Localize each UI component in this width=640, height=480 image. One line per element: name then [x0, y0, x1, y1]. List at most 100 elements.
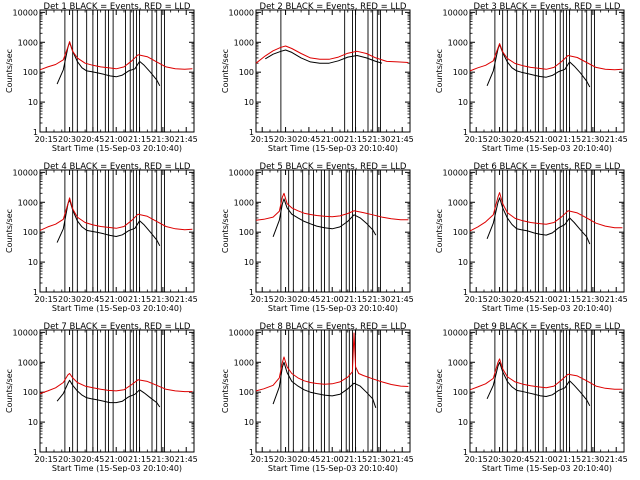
y-tick-label: 1000: [234, 358, 254, 367]
x-tick-label: 21:00: [321, 455, 344, 464]
y-tick-label: 10: [28, 258, 38, 267]
y-tick-label: 100: [453, 388, 468, 397]
panel-title: Det 3 BLACK = Events, RED = LLD: [474, 2, 621, 12]
x-tick-label: 20:45: [511, 455, 534, 464]
y-tick-label: 1: [249, 128, 254, 137]
y-tick-label: 1: [463, 128, 468, 137]
x-tick-label: 20:15: [465, 295, 488, 304]
panel-det-4: Det 4 BLACK = Events, RED = LLD 1 10 100 100…: [5, 162, 198, 313]
panel-det-9: Det 9 BLACK = Events, RED = LLD 1 10 100 100…: [435, 322, 628, 473]
panel-title: Det 4 BLACK = Events, RED = LLD: [44, 162, 191, 172]
series-lld-line: [255, 45, 409, 64]
x-tick-label: 20:30: [488, 135, 511, 144]
panel-det-2: Det 2 BLACK = Events, RED = LLD 1 10 100 100…: [221, 2, 414, 153]
x-tick-label: 21:45: [175, 135, 198, 144]
x-tick-label: 21:00: [535, 455, 558, 464]
x-tick-label: 21:15: [128, 295, 151, 304]
x-tick-label: 20:45: [81, 455, 104, 464]
plot-frame: [39, 169, 195, 293]
plot-frame: [255, 9, 411, 133]
x-tick-label: 21:00: [321, 295, 344, 304]
x-tick-label: 20:30: [488, 455, 511, 464]
series-lld-line: [255, 192, 409, 221]
panel-title: Det 5 BLACK = Events, RED = LLD: [260, 162, 407, 172]
x-tick-label: 20:30: [274, 295, 297, 304]
y-axis-label: Counts/sec: [221, 209, 230, 253]
x-tick-label: 20:15: [35, 295, 58, 304]
x-axis-label: Start Time (15-Sep-03 20:10:40): [52, 144, 182, 153]
x-tick-label: 21:15: [344, 295, 367, 304]
y-tick-label: 1: [463, 288, 468, 297]
y-tick-label: 1000: [448, 358, 468, 367]
y-tick-label: 10000: [13, 168, 38, 177]
y-tick-label: 10000: [443, 328, 468, 337]
y-tick-label: 1: [249, 448, 254, 457]
y-tick-label: 1: [33, 288, 38, 297]
y-tick-label: 100: [453, 228, 468, 237]
x-tick-label: 20:15: [465, 135, 488, 144]
plot-frame: [39, 329, 195, 453]
x-tick-label: 21:30: [151, 295, 174, 304]
panel-title: Det 7 BLACK = Events, RED = LLD: [44, 322, 191, 332]
y-tick-label: 100: [239, 228, 254, 237]
x-tick-label: 20:30: [488, 295, 511, 304]
y-tick-label: 1000: [234, 198, 254, 207]
x-axis-label: Start Time (15-Sep-03 20:10:40): [482, 464, 612, 473]
x-axis-label: Start Time (15-Sep-03 20:10:40): [268, 304, 398, 313]
x-tick-label: 20:15: [35, 455, 58, 464]
x-tick-label: 20:15: [251, 295, 274, 304]
x-axis-label: Start Time (15-Sep-03 20:10:40): [268, 464, 398, 473]
y-tick-label: 10: [244, 98, 254, 107]
series-lld-line: [469, 358, 623, 391]
x-tick-label: 21:30: [581, 295, 604, 304]
x-tick-label: 20:45: [297, 135, 320, 144]
x-tick-label: 21:00: [105, 135, 128, 144]
x-axis-label: Start Time (15-Sep-03 20:10:40): [482, 144, 612, 153]
y-tick-label: 10000: [443, 8, 468, 17]
x-tick-label: 20:15: [465, 455, 488, 464]
panel-det-1: Det 1 BLACK = Events, RED = LLD 1 10 100 100…: [5, 2, 198, 153]
series-events-line: [56, 379, 161, 408]
x-tick-label: 21:15: [558, 135, 581, 144]
series-lld-line: [39, 373, 193, 395]
y-tick-label: 100: [23, 388, 38, 397]
x-tick-label: 21:45: [391, 455, 414, 464]
y-tick-label: 100: [23, 228, 38, 237]
x-tick-label: 21:15: [558, 455, 581, 464]
y-tick-label: 1000: [448, 198, 468, 207]
series-lld-line: [255, 332, 409, 392]
plot-frame: [469, 329, 625, 453]
x-tick-label: 20:15: [35, 135, 58, 144]
series-lld-line: [469, 43, 623, 72]
y-axis-label: Counts/sec: [5, 209, 14, 253]
y-tick-label: 1: [463, 448, 468, 457]
y-axis-label: Counts/sec: [435, 49, 444, 93]
x-tick-label: 21:30: [367, 455, 390, 464]
y-tick-label: 1000: [18, 198, 38, 207]
x-tick-label: 21:45: [605, 455, 628, 464]
x-tick-label: 20:30: [274, 135, 297, 144]
y-tick-label: 1: [249, 288, 254, 297]
x-tick-label: 20:30: [58, 295, 81, 304]
x-tick-label: 21:45: [175, 455, 198, 464]
x-tick-label: 21:00: [535, 135, 558, 144]
x-axis-label: Start Time (15-Sep-03 20:10:40): [52, 464, 182, 473]
x-tick-label: 20:15: [251, 135, 274, 144]
y-tick-label: 10: [458, 418, 468, 427]
x-tick-label: 21:15: [344, 455, 367, 464]
y-tick-label: 1000: [234, 38, 254, 47]
y-tick-label: 10000: [229, 8, 254, 17]
plot-frame: [469, 169, 625, 293]
panel-title: Det 9 BLACK = Events, RED = LLD: [474, 322, 621, 332]
y-tick-label: 100: [239, 68, 254, 77]
x-axis-label: Start Time (15-Sep-03 20:10:40): [482, 304, 612, 313]
y-axis-label: Counts/sec: [221, 369, 230, 413]
x-tick-label: 21:45: [391, 295, 414, 304]
x-tick-label: 21:30: [151, 135, 174, 144]
y-tick-label: 10: [458, 258, 468, 267]
y-tick-label: 100: [23, 68, 38, 77]
x-tick-label: 21:30: [581, 455, 604, 464]
series-lld-line: [469, 192, 623, 232]
panel-title: Det 8 BLACK = Events, RED = LLD: [260, 322, 407, 332]
x-tick-label: 21:00: [535, 295, 558, 304]
